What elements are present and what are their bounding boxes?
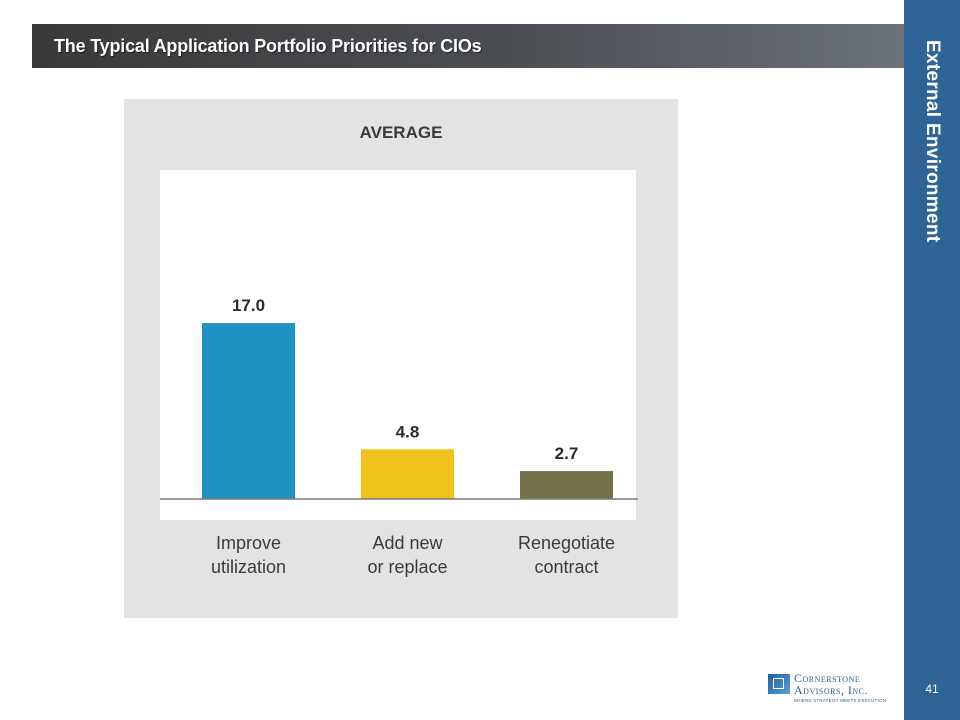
bar-2 [361,449,454,499]
category-label-3-line-1: Renegotiate [518,533,615,553]
logo-tagline: WHERE STRATEGY MEETS EXECUTION [794,698,887,703]
logo-name-line2: Advisors, Inc. [794,683,869,697]
chart-title: AVERAGE [360,123,443,142]
slide-title: The Typical Application Portfolio Priori… [54,36,482,56]
category-label-1-line-1: Improve [216,533,281,553]
company-logo: Cornerstone Advisors, Inc. WHERE STRATEG… [768,672,898,708]
chart-panel: AVERAGE 17.0 Improve utilization 4.8 Add new… [124,99,678,618]
section-label: External Environment [922,40,943,243]
value-label-1: 17.0 [232,296,265,315]
bar-chart: AVERAGE 17.0 Improve utilization 4.8 Add new… [160,123,638,577]
page-number: 41 [925,682,939,696]
value-label-3: 2.7 [555,444,579,463]
bar-1 [202,323,295,499]
value-label-2: 4.8 [396,422,420,441]
logo-mark-icon [768,674,790,694]
section-label-container: External Environment [904,40,960,280]
category-label-3-line-2: contract [534,557,598,577]
title-banner: The Typical Application Portfolio Priori… [32,24,904,68]
logo-name: Cornerstone Advisors, Inc. [794,672,868,696]
logo-name-line1: Cornerstone [794,671,861,685]
section-side-band: External Environment 41 [904,0,960,720]
category-label-1-line-2: utilization [211,557,286,577]
category-label-2-line-1: Add new [372,533,443,553]
bar-3 [520,471,613,499]
category-label-2-line-2: or replace [367,557,447,577]
